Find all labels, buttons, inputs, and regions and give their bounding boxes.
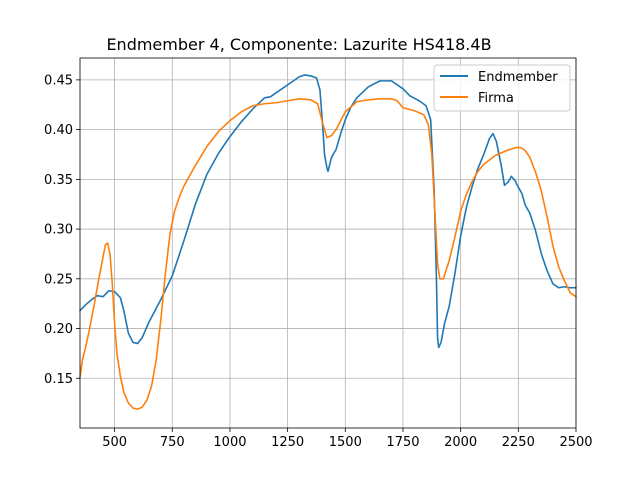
- y-tick-label: 0.45: [44, 73, 73, 88]
- y-tick-label: 0.15: [44, 372, 73, 387]
- x-tick-label: 750: [160, 435, 185, 450]
- legend: Endmember Firma: [433, 64, 571, 112]
- x-tick-label: 1000: [213, 435, 246, 450]
- y-axis: 0.15 0.20 0.25 0.30 0.35 0.40 0.45: [44, 73, 80, 387]
- plot-area: 500 750 1000 1250 1500 1750 2000 2250 2500 0.150…: [44, 57, 593, 450]
- x-tick-label: 1750: [386, 435, 419, 450]
- legend-label-endmember: Endmember: [478, 70, 558, 85]
- plot-frame: [79, 57, 577, 429]
- y-tick-label: 0.30: [44, 223, 73, 238]
- x-tick-label: 1250: [271, 435, 304, 450]
- y-tick-label: 0.20: [44, 322, 73, 337]
- x-tick-label: 2000: [444, 435, 477, 450]
- x-tick-label: 2500: [559, 435, 592, 450]
- legend-label-firma: Firma: [478, 91, 514, 106]
- series-line-firma: [79, 97, 577, 410]
- y-tick-label: 0.40: [44, 123, 73, 138]
- series-layer: [79, 74, 577, 410]
- series-line-endmember: [79, 74, 577, 349]
- x-tick-label: 1500: [329, 435, 362, 450]
- plot-background: [80, 58, 576, 428]
- chart-title: Endmember 4, Componente: Lazurite HS418.…: [106, 35, 491, 54]
- y-tick-label: 0.25: [44, 272, 73, 287]
- x-axis: 500 750 1000 1250 1500 1750 2000 2250 2500: [102, 428, 593, 450]
- x-tick-label: 500: [102, 435, 127, 450]
- x-tick-label: 2250: [502, 435, 535, 450]
- y-tick-label: 0.35: [44, 173, 73, 188]
